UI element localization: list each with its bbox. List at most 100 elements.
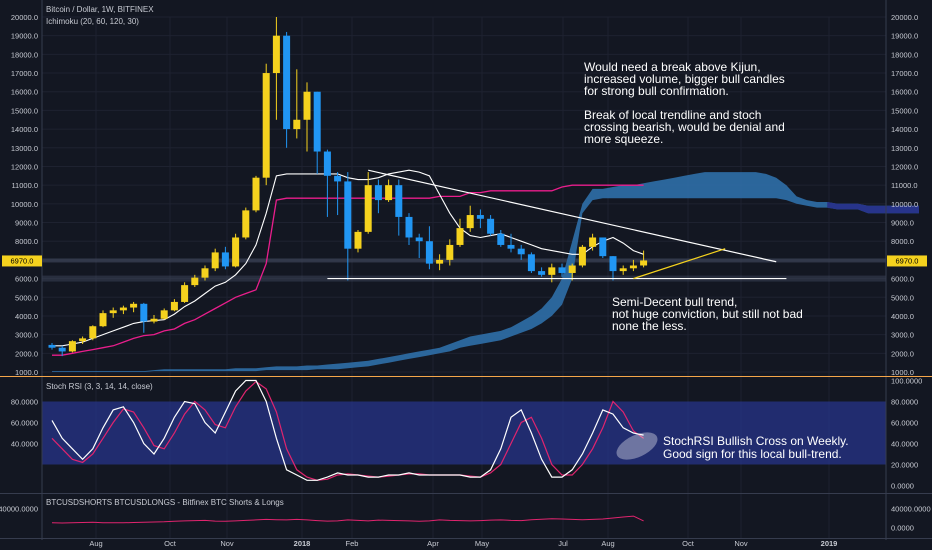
shorts-line	[51, 515, 644, 524]
candle-body	[507, 244, 515, 249]
note-mid-line-2: not huge conviction, but still not bad	[612, 307, 803, 321]
note-top-line-5: Break of local trendline and stoch	[584, 108, 761, 122]
time-tick: Nov	[734, 539, 748, 548]
shorts-title: BTCUSDSHORTS BTCUSDLONGS - Bitfinex BTC …	[46, 498, 284, 507]
note-stoch: StochRSI Bullish Cross on Weekly. Good s…	[663, 434, 849, 461]
price-tick-right: 4000.0	[891, 312, 914, 321]
price-tick-left: 4000.0	[15, 312, 38, 321]
time-tick: Oct	[164, 539, 177, 548]
candle-body	[640, 260, 648, 266]
stoch-k-line	[51, 379, 644, 481]
candle-body	[517, 248, 525, 255]
note-top-line-7: more squeeze.	[584, 132, 663, 146]
last-price-label: 6970.0	[11, 256, 34, 265]
note-mid: Semi-Decent bull trend, not huge convict…	[612, 295, 803, 333]
candle-body	[466, 215, 474, 229]
candle-body	[109, 310, 117, 314]
stoch-tick-right: 100.0000	[891, 377, 922, 386]
price-tick-right: 3000.0	[891, 331, 914, 340]
candle-body	[476, 215, 484, 219]
time-tick: Aug	[601, 539, 614, 548]
candle-body	[344, 181, 352, 249]
chart-title: Bitcoin / Dollar, 1W, BITFINEX	[46, 5, 154, 14]
last-price-line	[42, 258, 886, 263]
time-tick: Oct	[682, 539, 695, 548]
candle-body	[68, 341, 76, 352]
price-tick-right: 5000.0	[891, 293, 914, 302]
candle-body	[303, 91, 311, 120]
candle-body	[293, 119, 301, 130]
candle-body	[191, 277, 199, 286]
candle-body	[99, 313, 107, 327]
stoch-cross-highlight	[616, 432, 658, 460]
stoch-d-line	[51, 380, 644, 481]
candle-body	[150, 318, 158, 322]
candle-body	[140, 303, 148, 322]
candle-body	[79, 338, 87, 342]
last-price-badge	[887, 255, 927, 267]
ichimoku-cloud-bear-area	[827, 202, 919, 214]
candle-body	[619, 268, 627, 272]
note-top-line-2: increased volume, bigger bull candles	[584, 72, 785, 86]
candle-body	[446, 244, 454, 260]
candle-body	[558, 267, 566, 273]
candle-body	[283, 35, 291, 130]
candle-body	[58, 347, 66, 352]
candle-body	[364, 185, 372, 232]
candle-body	[272, 35, 280, 74]
ichimoku-label: Ichimoku (20, 60, 120, 30)	[46, 17, 139, 26]
trendline	[633, 248, 726, 280]
price-tick-right: 19000.0	[891, 32, 918, 41]
price-tick-left: 20000.0	[11, 13, 38, 22]
price-tick-left: 19000.0	[11, 32, 38, 41]
price-tick-right: 10000.0	[891, 200, 918, 209]
price-tick-left: 17000.0	[11, 69, 38, 78]
candle-body	[436, 259, 444, 264]
candle-body	[181, 285, 189, 302]
candle-body	[232, 237, 240, 267]
note-top-line-1: Would need a break above Kijun,	[584, 60, 761, 74]
price-tick-left: 16000.0	[11, 88, 38, 97]
stoch-tick-right: 20.0000	[891, 461, 918, 470]
candle-body	[629, 265, 637, 269]
price-tick-left: 9000.0	[15, 219, 38, 228]
shorts-tick-right: 40000.0000	[891, 505, 931, 514]
price-tick-right: 18000.0	[891, 50, 918, 59]
price-tick-left: 8000.0	[15, 237, 38, 246]
trendlines	[327, 169, 787, 280]
candle-body	[354, 231, 362, 249]
price-tick-left: 6000.0	[15, 275, 38, 284]
stoch-band	[42, 401, 886, 465]
price-tick-right: 15000.0	[891, 106, 918, 115]
note-top: Would need a break above Kijun, increase…	[584, 60, 785, 146]
candle-body	[385, 185, 393, 201]
candle-body	[130, 303, 138, 308]
candle-body	[589, 237, 597, 247]
price-tick-left: 13000.0	[11, 144, 38, 153]
last-price-badge	[2, 255, 42, 267]
candle-body	[89, 326, 97, 339]
candle-body	[323, 151, 331, 176]
candle-body	[415, 237, 423, 242]
candle-body	[425, 241, 433, 264]
candle-body	[527, 254, 535, 272]
trendline	[368, 169, 777, 263]
stoch-tick-left: 60.0000	[11, 419, 38, 428]
note-mid-line-3: none the less.	[612, 319, 687, 333]
candle-body	[201, 268, 209, 278]
price-tick-left: 15000.0	[11, 106, 38, 115]
price-tick-right: 20000.0	[891, 13, 918, 22]
time-tick: Apr	[427, 539, 439, 548]
candle-body	[538, 271, 546, 275]
price-tick-left: 10000.0	[11, 200, 38, 209]
stoch-tick-right: 40.0000	[891, 440, 918, 449]
note-top-line-6: crossing bearish, would be denial and	[584, 120, 785, 134]
candle-body	[48, 344, 56, 348]
price-tick-left: 18000.0	[11, 50, 38, 59]
shorts-tick-right: 0.0000	[891, 524, 914, 533]
candle-body	[609, 256, 617, 272]
price-tick-left: 14000.0	[11, 125, 38, 134]
candle-body	[487, 218, 495, 234]
